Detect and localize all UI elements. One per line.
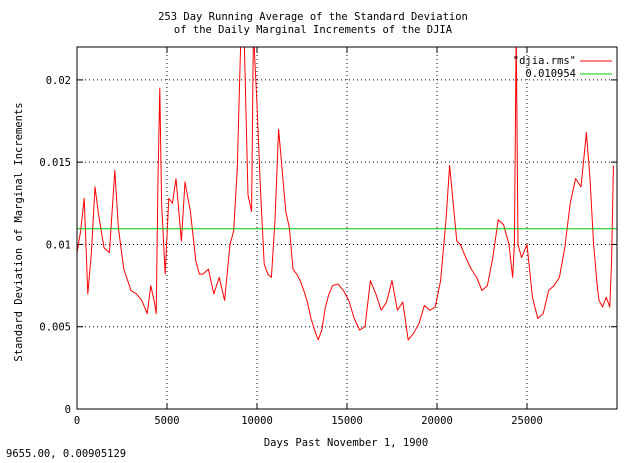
y-axis-label: Standard Deviation of Marginal Increment…	[13, 102, 25, 361]
legend-label-djia-rms: "djia.rms"	[513, 55, 576, 67]
y-tick-label: 0	[65, 404, 71, 416]
y-tick-label: 0.005	[39, 322, 71, 334]
y-tick-label: 0.01	[46, 239, 71, 251]
series-line-djia-rms	[77, 47, 614, 341]
x-tick-label: 10000	[241, 415, 273, 427]
chart-title-line-2: of the Daily Marginal Increments of the …	[174, 24, 453, 36]
plot-frame	[76, 46, 618, 410]
legend-label-mean: 0.010954	[525, 68, 576, 80]
cursor-coordinates-readout: 9655.00, 0.00905129	[6, 448, 127, 460]
x-tick-label: 5000	[154, 415, 179, 427]
plot-series	[77, 47, 617, 341]
legend: "djia.rms" 0.010954	[513, 55, 612, 80]
chart-title-line-1: 253 Day Running Average of the Standard …	[158, 11, 468, 23]
x-axis-label: Days Past November 1, 1900	[264, 437, 428, 449]
axis-ticks: 0 5000 10000 15000 20000 25000 0 0.005 0.01 0.015…	[39, 47, 617, 427]
x-tick-label: 15000	[331, 415, 363, 427]
x-tick-label: 25000	[511, 415, 543, 427]
x-tick-label: 0	[74, 415, 80, 427]
y-tick-label: 0.02	[46, 75, 71, 87]
x-tick-label: 20000	[421, 415, 453, 427]
grid	[77, 47, 617, 409]
y-tick-label: 0.015	[39, 157, 71, 169]
